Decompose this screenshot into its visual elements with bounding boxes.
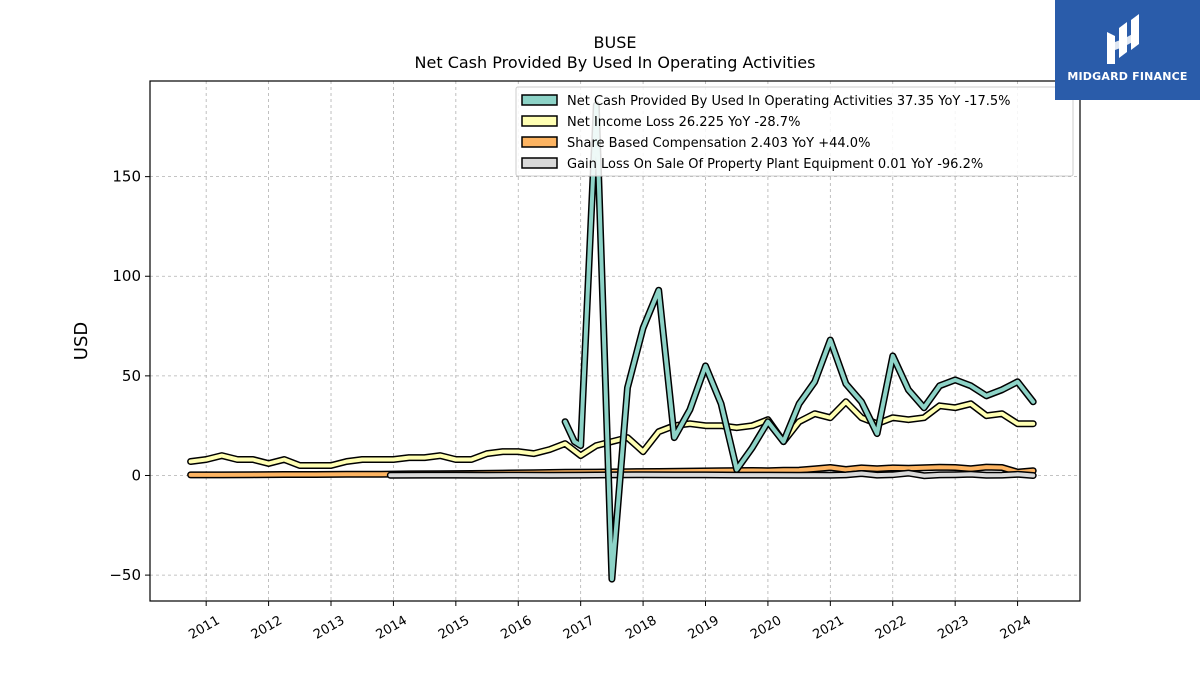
series-line	[188, 399, 1036, 468]
x-tick-label: 2019	[686, 613, 722, 643]
y-tick-label: −50	[109, 566, 141, 584]
x-tick-label: 2017	[561, 613, 597, 643]
series-line	[388, 471, 1036, 478]
series-line-outline	[187, 398, 1037, 469]
legend-box	[515, 86, 1074, 177]
legend-swatch	[521, 94, 558, 106]
x-tick-label: 2021	[811, 613, 847, 643]
series-2	[187, 398, 1037, 469]
series-line	[188, 465, 1036, 477]
series-1	[561, 101, 1037, 583]
chart-subtitle: Net Cash Provided By Used In Operating A…	[415, 53, 816, 72]
x-tick-label: 2024	[998, 613, 1034, 643]
series-3	[187, 463, 1037, 479]
x-tick-label: 2022	[873, 613, 909, 643]
y-tick-label: 150	[112, 168, 141, 186]
brand-name: MIDGARD FINANCE	[1067, 70, 1188, 83]
legend-label: Net Cash Provided By Used In Operating A…	[567, 94, 1010, 109]
legend-label: Gain Loss On Sale Of Property Plant Equi…	[567, 157, 983, 172]
legend-swatch	[521, 157, 558, 169]
plot-frame	[149, 80, 1081, 602]
legend-swatch	[521, 136, 558, 148]
y-tick-label: 0	[131, 466, 141, 484]
chart-title: BUSE	[594, 33, 637, 52]
brand-logo: MIDGARD FINANCE	[1055, 0, 1200, 100]
x-tick-label: 2015	[436, 613, 472, 643]
y-tick-label: 50	[122, 367, 141, 385]
x-tick-label: 2014	[374, 613, 410, 643]
legend-label: Share Based Compensation 2.403 YoY +44.0…	[567, 136, 870, 151]
ticks: 2011 2012 2013 2014 2015 2016 2017 2018 2019 2020…	[109, 168, 1034, 643]
series-layer	[187, 101, 1037, 583]
legend: Net Cash Provided By Used In Operating A…	[515, 86, 1074, 177]
x-tick-label: 2018	[623, 613, 659, 643]
y-axis-label: USD	[71, 322, 92, 360]
y-tick-label: 100	[112, 267, 141, 285]
x-tick-label: 2020	[748, 613, 784, 643]
x-tick-label: 2016	[498, 613, 534, 643]
series-4	[386, 469, 1037, 480]
x-tick-label: 2012	[249, 613, 285, 643]
legend-swatch	[521, 115, 558, 127]
x-tick-label: 2023	[935, 613, 971, 643]
x-tick-label: 2013	[311, 613, 347, 643]
x-tick-label: 2011	[186, 613, 222, 643]
series-line	[563, 102, 1036, 582]
brand-mark-icon	[1107, 14, 1139, 64]
legend-label: Net Income Loss 26.225 YoY -28.7%	[567, 115, 800, 130]
